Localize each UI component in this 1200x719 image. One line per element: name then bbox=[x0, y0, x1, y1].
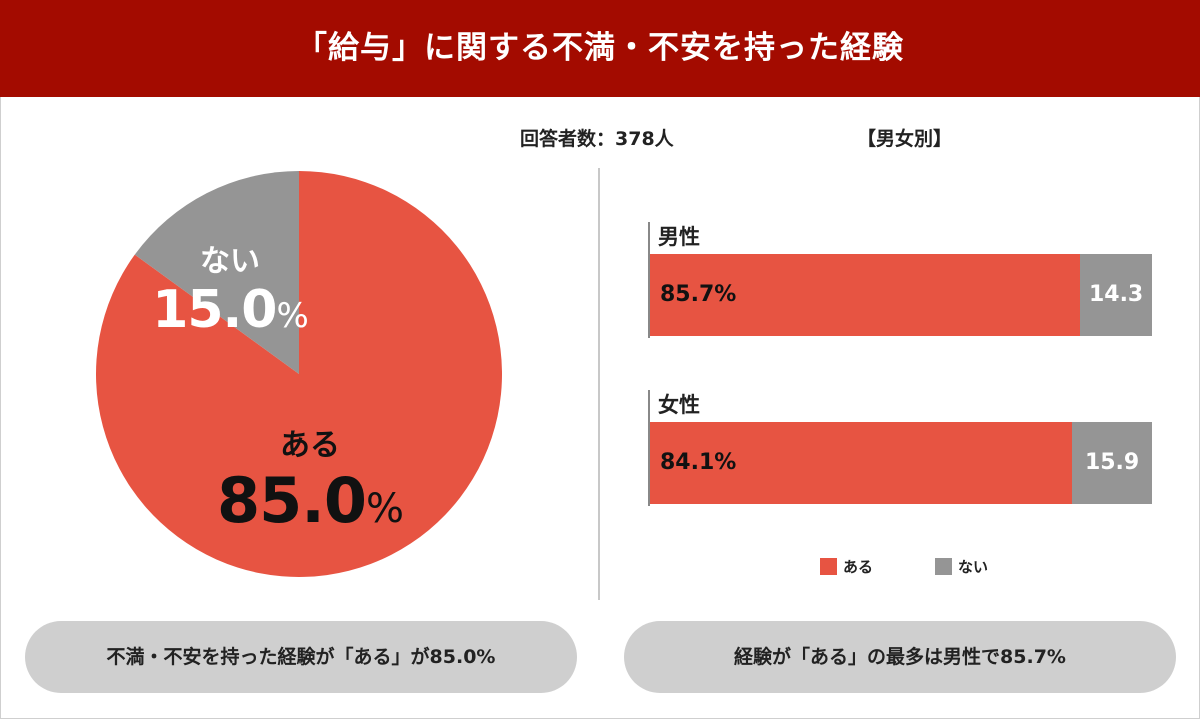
respondent-count: 回答者数：378人 bbox=[520, 128, 674, 150]
pie-value-nai-number: 15.0 bbox=[152, 280, 277, 340]
pie-slice-nai bbox=[134, 171, 299, 374]
overall-pie-chart bbox=[96, 171, 502, 577]
pie-label-aru: ある 85.0% bbox=[210, 420, 410, 537]
summary-pill-overall: 不満・不安を持った経験が「ある」が85.0% bbox=[25, 621, 577, 693]
panel-divider bbox=[598, 168, 600, 600]
pie-unit-aru: % bbox=[365, 486, 404, 532]
summary-pill-gender: 経験が「ある」の最多は男性で85.7% bbox=[624, 621, 1176, 693]
bar-label-no-male: 14.3 bbox=[1088, 282, 1144, 307]
legend-label-no: ない bbox=[958, 558, 989, 576]
bar-axis-female bbox=[648, 390, 650, 506]
pie-value-aru-number: 85.0 bbox=[217, 464, 367, 537]
bar-category-male: 男性 bbox=[658, 225, 700, 249]
pie-category-aru: ある bbox=[280, 428, 340, 463]
bar-group-female: 女性 84.1% 15.9 bbox=[648, 390, 1152, 506]
gender-breakdown-heading: 【男女別】 bbox=[857, 128, 953, 150]
bar-segment-no-male: 14.3 bbox=[1080, 254, 1152, 336]
pie-slice-aru bbox=[96, 171, 502, 577]
bar-segment-yes-female: 84.1% bbox=[650, 422, 1073, 504]
pie-label-nai: ない 15.0% bbox=[150, 236, 310, 340]
bar-label-yes-female: 84.1% bbox=[660, 450, 737, 475]
legend-item-no: ない bbox=[935, 556, 988, 577]
chart-title: 「給与」に関する不満・不安を持った経験 bbox=[0, 0, 1200, 97]
pie-value-aru: 85.0% bbox=[210, 464, 410, 537]
bar-axis-male bbox=[648, 222, 650, 338]
bar-label-no-female: 15.9 bbox=[1084, 450, 1140, 475]
bar-segment-yes-male: 85.7% bbox=[650, 254, 1081, 336]
legend-item-yes: ある bbox=[820, 556, 873, 577]
legend-label-yes: ある bbox=[843, 558, 874, 576]
pie-value-nai: 15.0% bbox=[150, 280, 310, 340]
legend-swatch-no bbox=[935, 558, 952, 575]
stacked-bar-male: 85.7% 14.3 bbox=[650, 254, 1152, 336]
bar-group-male: 男性 85.7% 14.3 bbox=[648, 222, 1152, 338]
pie-category-nai: ない bbox=[200, 244, 260, 279]
pie-unit-nai: % bbox=[276, 296, 309, 336]
bar-category-female: 女性 bbox=[658, 393, 700, 417]
stacked-bar-female: 84.1% 15.9 bbox=[650, 422, 1152, 504]
legend-swatch-yes bbox=[820, 558, 837, 575]
bar-label-yes-male: 85.7% bbox=[660, 282, 737, 307]
bar-segment-no-female: 15.9 bbox=[1072, 422, 1152, 504]
